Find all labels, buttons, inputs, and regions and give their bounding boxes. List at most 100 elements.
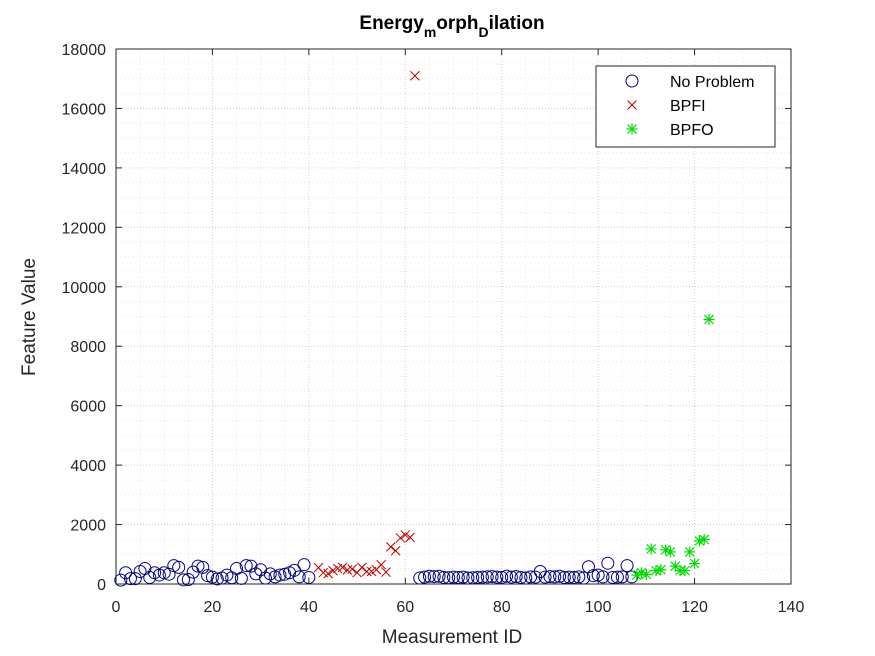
data-point-no-problem xyxy=(210,572,224,586)
data-point-no-problem xyxy=(557,570,571,584)
data-point-no-problem xyxy=(422,569,436,583)
data-point-no-problem xyxy=(123,572,137,586)
data-point-no-problem xyxy=(471,570,485,584)
y-tick-label: 0 xyxy=(97,577,106,594)
data-point-no-problem xyxy=(172,560,186,574)
plot-area xyxy=(115,48,792,585)
legend-label-bpfo: BPFO xyxy=(670,122,714,139)
data-point-no-problem xyxy=(432,569,446,583)
y-tick-label: 16000 xyxy=(62,101,107,118)
data-point-bpfi xyxy=(385,541,396,552)
data-point-no-problem xyxy=(273,568,287,582)
y-axis-label: Feature Value xyxy=(19,258,40,376)
y-tick-label: 12000 xyxy=(62,220,107,237)
data-point-no-problem xyxy=(504,570,518,584)
data-point-no-problem xyxy=(201,569,215,583)
x-tick-label: 140 xyxy=(778,599,805,616)
data-point-bpfi xyxy=(395,533,406,543)
data-point-bpfo xyxy=(664,546,676,558)
x-axis-label: Measurement ID xyxy=(382,627,522,648)
data-point-no-problem xyxy=(615,570,629,584)
data-point-no-problem xyxy=(466,571,480,585)
x-tick-label: 120 xyxy=(681,599,708,616)
data-point-no-problem xyxy=(451,570,465,584)
data-points xyxy=(114,70,715,587)
data-point-no-problem xyxy=(519,571,533,585)
data-point-bpfi xyxy=(347,564,358,574)
data-point-no-problem xyxy=(191,559,205,573)
y-tick-label: 14000 xyxy=(62,161,107,178)
data-point-bpfi xyxy=(390,545,401,556)
data-point-bpfo xyxy=(679,565,691,577)
data-point-no-problem xyxy=(114,573,128,587)
data-point-bpfo xyxy=(669,560,681,572)
data-point-no-problem xyxy=(509,570,523,584)
data-point-no-problem xyxy=(485,570,499,584)
data-point-no-problem xyxy=(567,570,581,584)
y-tick-label: 6000 xyxy=(70,399,106,416)
data-point-no-problem xyxy=(177,573,190,587)
data-point-bpfo xyxy=(698,533,710,545)
data-point-no-problem xyxy=(480,570,494,584)
data-point-bpfi xyxy=(376,559,387,570)
data-point-no-problem xyxy=(572,570,586,584)
data-point-bpfo xyxy=(684,546,696,558)
data-point-no-problem xyxy=(500,569,514,583)
data-point-bpfi xyxy=(410,70,420,81)
data-point-no-problem xyxy=(577,571,591,585)
legend-label-bpfi: BPFI xyxy=(670,98,706,115)
data-point-no-problem xyxy=(181,573,195,587)
data-point-no-problem xyxy=(514,570,528,584)
data-point-no-problem xyxy=(196,560,210,574)
legend-marker-bpfi xyxy=(627,100,637,110)
data-point-bpfi xyxy=(361,566,372,577)
data-point-no-problem xyxy=(601,556,615,570)
data-point-no-problem xyxy=(490,570,504,584)
data-point-no-problem xyxy=(128,572,142,586)
x-tick-label: 100 xyxy=(585,599,612,616)
data-point-no-problem xyxy=(162,567,176,581)
y-tick-label: 2000 xyxy=(70,518,106,535)
data-point-no-problem xyxy=(302,570,316,584)
data-point-no-problem xyxy=(548,570,562,584)
data-point-no-problem xyxy=(562,570,576,584)
data-point-no-problem xyxy=(258,571,272,585)
data-point-no-problem xyxy=(287,563,301,577)
data-point-no-problem xyxy=(495,570,509,584)
data-point-no-problem xyxy=(586,569,600,583)
legend-marker-no-problem xyxy=(625,74,639,88)
legend-marker-bpfo xyxy=(626,123,638,135)
data-point-no-problem xyxy=(413,571,427,585)
x-tick-label: 20 xyxy=(204,599,222,616)
data-point-bpfo xyxy=(640,568,652,580)
data-point-bpfo xyxy=(655,564,667,576)
data-point-no-problem xyxy=(553,569,567,583)
data-point-bpfi xyxy=(328,565,338,576)
y-tick-label: 10000 xyxy=(62,280,107,297)
data-point-bpfi xyxy=(337,562,348,573)
data-point-no-problem xyxy=(606,570,620,584)
data-point-bpfi xyxy=(323,568,333,579)
data-point-bpfo xyxy=(631,569,643,581)
data-point-no-problem xyxy=(620,559,634,573)
data-point-no-problem xyxy=(143,570,157,584)
data-point-bpfo xyxy=(689,557,701,569)
data-point-bpfo xyxy=(660,544,672,556)
data-point-no-problem xyxy=(447,570,460,584)
data-point-no-problem xyxy=(418,570,432,584)
chart-title: EnergymorphDilation xyxy=(359,13,544,40)
data-point-no-problem xyxy=(543,570,557,584)
y-tick-label: 4000 xyxy=(70,458,106,475)
data-point-no-problem xyxy=(475,570,489,584)
data-point-bpfi xyxy=(405,532,415,543)
data-point-no-problem xyxy=(427,570,441,584)
data-point-no-problem xyxy=(157,566,171,580)
x-tick-label: 80 xyxy=(493,599,511,616)
data-point-bpfo xyxy=(703,313,715,325)
data-point-no-problem xyxy=(244,559,258,573)
data-point-bpfi xyxy=(400,530,411,540)
data-point-bpfi xyxy=(381,567,391,577)
legend-entries: No Problem BPFI BPFO xyxy=(625,74,754,139)
data-point-bpfo xyxy=(645,543,657,555)
